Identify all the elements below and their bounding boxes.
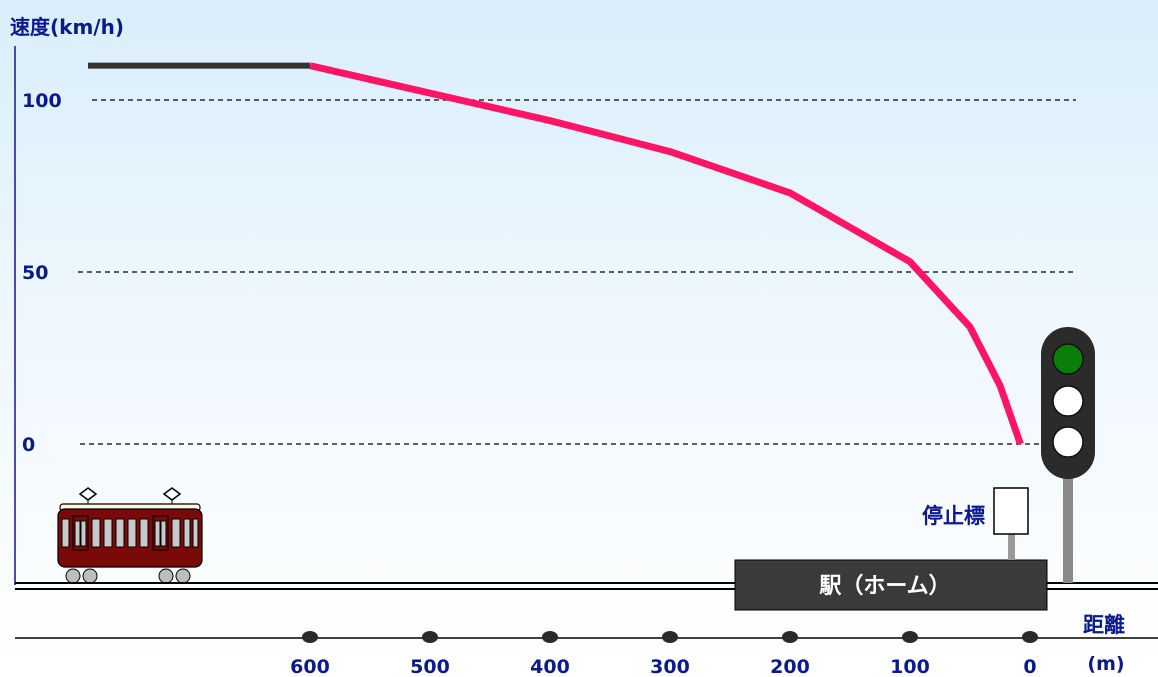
y-tick-label-0: 0 bbox=[22, 434, 35, 456]
signal-lamp-middle bbox=[1052, 385, 1084, 417]
signal-lamp-bottom bbox=[1052, 426, 1084, 458]
x-tick-marker-300 bbox=[662, 631, 678, 643]
train-icon bbox=[57, 487, 203, 584]
x-tick-label-300: 300 bbox=[650, 656, 690, 677]
y-tick-label-50: 50 bbox=[22, 262, 48, 284]
signal-icon bbox=[1041, 327, 1095, 583]
stop-sign-label: 停止標 bbox=[922, 504, 985, 528]
stop-sign bbox=[993, 487, 1029, 560]
grid-lines bbox=[78, 99, 1076, 445]
x-tick-label-0: 0 bbox=[1023, 656, 1036, 677]
x-tick-label-500: 500 bbox=[410, 656, 450, 677]
station-platform: 駅（ホーム） bbox=[734, 559, 1048, 611]
x-tick-marker-100 bbox=[902, 631, 918, 643]
x-tick-label-600: 600 bbox=[290, 656, 330, 677]
x-tick-marker-0 bbox=[1022, 631, 1038, 643]
x-axis-unit: (m) bbox=[1087, 653, 1124, 675]
x-tick-label-100: 100 bbox=[890, 656, 930, 677]
x-tick-label-400: 400 bbox=[530, 656, 570, 677]
x-axis-label: 距離 bbox=[1083, 613, 1125, 637]
braking-curve bbox=[309, 62, 1024, 446]
x-tick-marker-400 bbox=[542, 631, 558, 643]
y-tick-label-100: 100 bbox=[22, 90, 62, 112]
signal-lamp-top bbox=[1052, 343, 1084, 375]
x-tick-marker-600 bbox=[302, 631, 318, 643]
x-ticks: 600 500 400 300 200 100 0 bbox=[290, 631, 1038, 677]
y-axis-label: 速度(km/h) bbox=[10, 15, 124, 39]
x-tick-marker-200 bbox=[782, 631, 798, 643]
x-tick-label-200: 200 bbox=[770, 656, 810, 677]
x-tick-marker-500 bbox=[422, 631, 438, 643]
speed-curves bbox=[88, 62, 1024, 446]
signal-lamps bbox=[1052, 343, 1084, 458]
y-tick-labels: 100 50 0 bbox=[22, 90, 62, 456]
station-label: 駅（ホーム） bbox=[819, 574, 950, 599]
